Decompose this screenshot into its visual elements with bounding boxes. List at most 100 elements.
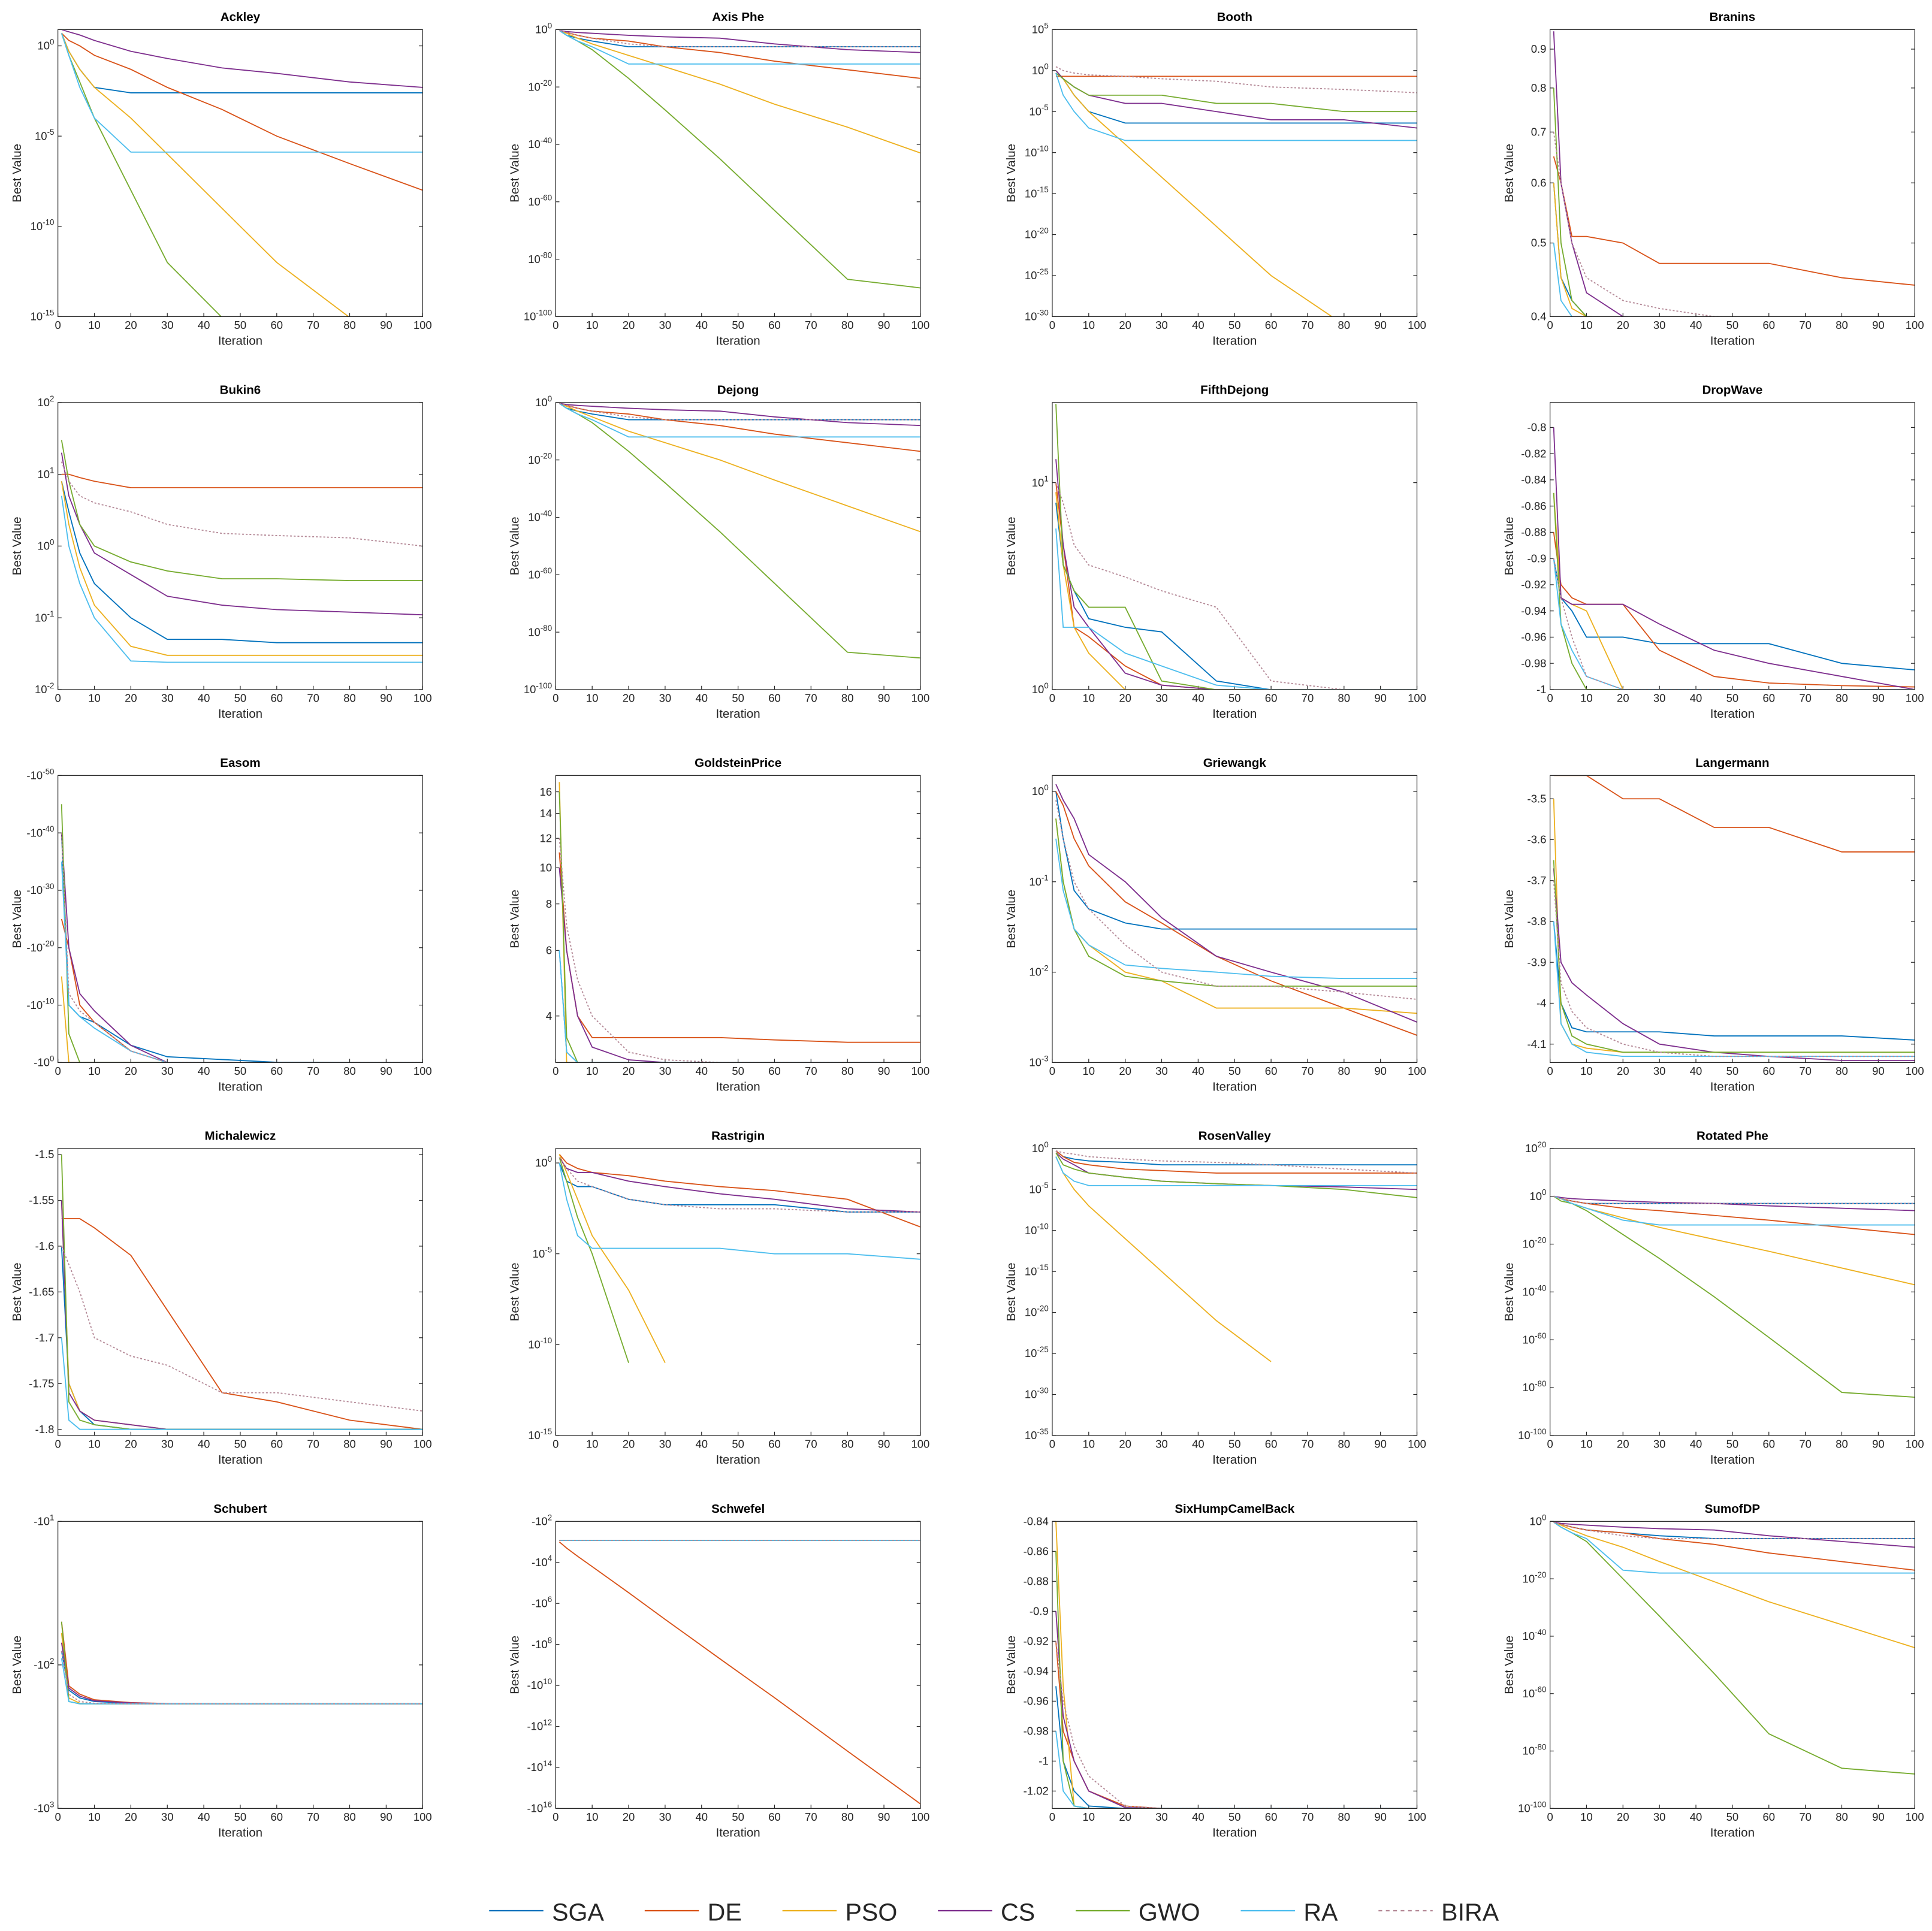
x-tick-label: 100 bbox=[413, 1437, 432, 1450]
plot-area bbox=[58, 29, 423, 317]
x-tick-label: 30 bbox=[1155, 691, 1168, 704]
plot-area bbox=[556, 1148, 920, 1436]
x-tick-label: 90 bbox=[380, 319, 393, 331]
legend-label: BIRA bbox=[1441, 1899, 1499, 1926]
x-tick-label: 50 bbox=[1726, 1065, 1739, 1077]
x-tick-label: 60 bbox=[271, 319, 283, 331]
legend-label: GWO bbox=[1139, 1899, 1200, 1926]
axes-box bbox=[58, 1148, 423, 1436]
chart-title: Booth bbox=[1217, 10, 1252, 24]
y-tick-label: 10-40 bbox=[1523, 1283, 1547, 1298]
subplot: Branins Iteration Best Value 0.4 0.5 0.6 0.7 0.… bbox=[1502, 10, 1924, 348]
x-tick-label: 20 bbox=[125, 691, 137, 704]
y-tick-label: 10-40 bbox=[1523, 1628, 1547, 1642]
plot-area bbox=[58, 1521, 423, 1809]
subplot: SixHumpCamelBack Iteration Best Value -1.02… bbox=[1004, 1502, 1426, 1840]
x-tick-label: 60 bbox=[768, 691, 781, 704]
x-tick-label: 60 bbox=[1762, 319, 1775, 331]
x-tick-label: 40 bbox=[1192, 691, 1205, 704]
y-tick-label: 4 bbox=[546, 1010, 552, 1022]
x-tick-label: 80 bbox=[1836, 319, 1848, 331]
y-axis-label: Best Value bbox=[1004, 890, 1018, 948]
x-tick-label: 90 bbox=[380, 691, 393, 704]
y-axis-label: Best Value bbox=[10, 890, 24, 948]
y-tick-label: -0.84 bbox=[1521, 473, 1546, 486]
chart-title: Schwefel bbox=[711, 1502, 765, 1516]
y-axis-label: Best Value bbox=[10, 144, 24, 203]
y-tick-label: -10-40 bbox=[26, 824, 54, 839]
y-tick-label: -3.9 bbox=[1528, 956, 1547, 968]
series-line bbox=[559, 1157, 920, 1213]
x-axis-label: Iteration bbox=[1710, 334, 1755, 348]
x-tick-label: 80 bbox=[1836, 1065, 1848, 1077]
x-tick-label: 100 bbox=[1906, 1811, 1924, 1823]
x-tick-label: 70 bbox=[307, 1437, 319, 1450]
y-tick-label: 10-100 bbox=[524, 308, 552, 322]
x-tick-label: 0 bbox=[1547, 691, 1553, 704]
x-tick-label: 50 bbox=[732, 1437, 744, 1450]
axes-box bbox=[58, 29, 423, 318]
series-line bbox=[1055, 791, 1417, 1036]
series-line bbox=[559, 868, 920, 1063]
plot-area bbox=[556, 402, 920, 690]
x-tick-label: 100 bbox=[413, 1811, 432, 1823]
y-tick-label: -0.94 bbox=[1521, 605, 1546, 617]
y-tick-label: 10-20 bbox=[1025, 226, 1049, 241]
series-line bbox=[1553, 1521, 1915, 1539]
x-tick-label: 80 bbox=[1338, 691, 1351, 704]
x-tick-label: 20 bbox=[125, 1065, 137, 1077]
series-line bbox=[559, 1541, 920, 1805]
series-line bbox=[1055, 800, 1417, 1000]
chart-title: DropWave bbox=[1702, 383, 1762, 397]
y-tick-label: -1.02 bbox=[1024, 1785, 1049, 1797]
plot-area bbox=[556, 29, 920, 317]
series-line bbox=[61, 452, 423, 616]
series-line bbox=[559, 30, 920, 65]
series-line bbox=[1055, 404, 1417, 690]
series-line bbox=[1055, 1152, 1417, 1198]
x-tick-label: 50 bbox=[1726, 691, 1739, 704]
y-tick-label: -1.6 bbox=[35, 1240, 55, 1252]
series-line bbox=[1055, 528, 1417, 690]
x-tick-label: 0 bbox=[1547, 1811, 1553, 1823]
y-tick-label: -106 bbox=[532, 1595, 552, 1609]
x-tick-label: 40 bbox=[198, 1065, 210, 1077]
series-line bbox=[1055, 1150, 1417, 1174]
x-tick-label: 50 bbox=[1726, 319, 1739, 331]
x-tick-label: 10 bbox=[88, 319, 101, 331]
x-tick-label: 70 bbox=[307, 319, 319, 331]
x-tick-label: 90 bbox=[1374, 1811, 1387, 1823]
y-axis-label: Best Value bbox=[1004, 144, 1018, 203]
x-tick-label: 30 bbox=[161, 1437, 174, 1450]
series-line bbox=[1055, 482, 1417, 690]
axes-box bbox=[1549, 775, 1915, 1063]
series-line bbox=[1055, 791, 1417, 930]
x-tick-label: 40 bbox=[198, 1437, 210, 1450]
x-tick-label: 90 bbox=[1374, 319, 1387, 331]
y-axis-label: Best Value bbox=[1004, 1636, 1018, 1694]
x-axis-label: Iteration bbox=[716, 707, 760, 721]
y-axis-label: Best Value bbox=[1004, 516, 1018, 575]
series-line bbox=[61, 1246, 423, 1412]
x-tick-label: 70 bbox=[307, 691, 319, 704]
axes-box bbox=[1052, 29, 1418, 318]
series-line bbox=[559, 1157, 629, 1363]
y-axis-label: Best Value bbox=[508, 516, 522, 575]
x-tick-label: 20 bbox=[1119, 691, 1131, 704]
chart-title: Dejong bbox=[717, 383, 759, 397]
series-line bbox=[1553, 1521, 1915, 1574]
x-axis-label: Iteration bbox=[1212, 707, 1257, 721]
x-tick-label: 40 bbox=[1690, 319, 1702, 331]
x-tick-label: 70 bbox=[805, 319, 817, 331]
x-tick-label: 0 bbox=[1547, 1065, 1553, 1077]
x-tick-label: 30 bbox=[1653, 691, 1666, 704]
axes-box bbox=[58, 775, 423, 1063]
y-tick-label: -0.88 bbox=[1024, 1575, 1049, 1588]
x-tick-label: 20 bbox=[1119, 319, 1131, 331]
x-axis-label: Iteration bbox=[716, 1080, 760, 1094]
